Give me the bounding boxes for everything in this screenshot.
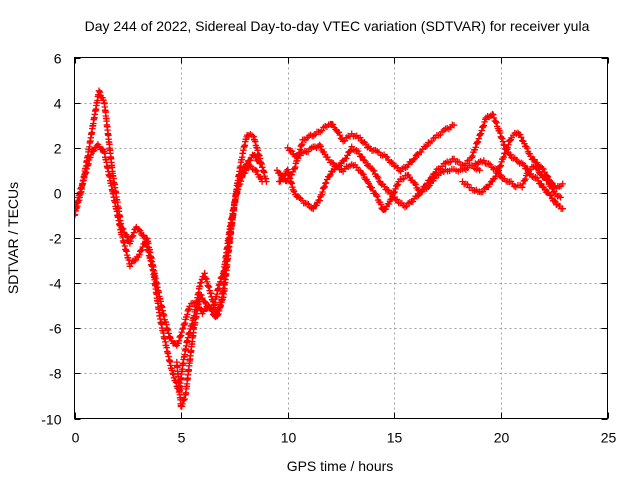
marker-clip-group	[74, 87, 566, 410]
y-tick-label: 4	[54, 96, 62, 112]
x-tick-label: 10	[281, 430, 297, 446]
x-tick-label: 5	[178, 430, 186, 446]
data-point-markers	[284, 141, 483, 213]
y-axis-label: SDTVAR / TECUs	[5, 182, 21, 294]
x-tick-label: 25	[601, 430, 617, 446]
series-track-b	[74, 141, 264, 349]
series-track-i	[459, 129, 566, 196]
y-tick-label: -10	[41, 412, 61, 428]
tick-layer: 0 5 10 15 20 25 -10 -8 -6 -4 -2 0 2 4 6	[41, 51, 616, 446]
series-track-a	[74, 87, 270, 396]
x-tick-label: 0	[72, 430, 80, 446]
y-tick-label: 0	[54, 186, 62, 202]
data-point-markers	[450, 110, 566, 212]
data-point-markers	[74, 87, 270, 396]
grid-layer	[74, 57, 608, 419]
data-point-markers	[173, 161, 266, 410]
series-track-c	[173, 161, 266, 410]
y-tick-label: 2	[54, 141, 62, 157]
chart-title: Day 244 of 2022, Sidereal Day-to-day VTE…	[85, 18, 590, 34]
series-track-d	[273, 120, 458, 185]
data-point-markers	[74, 141, 264, 349]
data-point-markers	[459, 129, 566, 196]
series-track-f	[284, 141, 483, 213]
y-tick-label: -2	[49, 231, 62, 247]
x-tick-label: 15	[387, 430, 403, 446]
y-tick-label: -4	[49, 276, 62, 292]
x-tick-label: 20	[494, 430, 510, 446]
x-axis-label: GPS time / hours	[287, 458, 394, 474]
y-tick-label: 6	[54, 51, 62, 67]
data-layer	[74, 87, 566, 410]
y-tick-label: -8	[49, 366, 62, 382]
series-track-g	[450, 110, 566, 212]
data-point-markers	[273, 120, 458, 185]
y-tick-label: -6	[49, 321, 62, 337]
